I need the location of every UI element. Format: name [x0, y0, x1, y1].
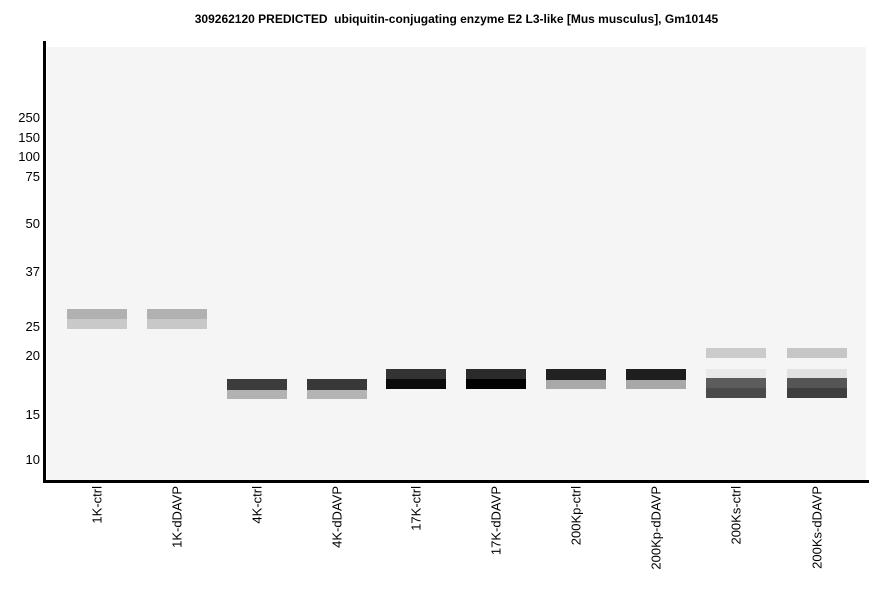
y-tick-label: 75	[25, 169, 40, 184]
band	[626, 380, 686, 389]
band	[787, 369, 847, 378]
band	[67, 319, 127, 329]
band	[307, 379, 367, 390]
x-axis-line	[43, 480, 869, 483]
y-axis-line	[43, 41, 46, 483]
y-tick-label: 25	[25, 319, 40, 334]
y-tick-label: 20	[25, 348, 40, 363]
x-axis-label: 17K-dDAVP	[488, 486, 504, 556]
x-axis-label: 17K-ctrl	[408, 486, 424, 531]
band	[147, 319, 207, 329]
x-axis-label: 4K-dDAVP	[329, 486, 345, 548]
x-axis-label: 1K-ctrl	[89, 486, 105, 524]
band	[147, 309, 207, 319]
band	[227, 379, 287, 390]
band	[546, 369, 606, 380]
band	[787, 348, 847, 358]
band	[466, 369, 526, 379]
band	[706, 369, 766, 378]
band	[67, 309, 127, 319]
band	[706, 388, 766, 398]
x-axis-label: 200Ks-ctrl	[728, 486, 744, 545]
y-tick-label: 37	[25, 264, 40, 279]
band	[787, 378, 847, 388]
x-axis-label: 1K-dDAVP	[169, 486, 185, 548]
x-axis-label: 4K-ctrl	[249, 486, 265, 524]
y-tick-label: 50	[25, 216, 40, 231]
band	[466, 379, 526, 389]
band	[227, 390, 287, 399]
band	[626, 369, 686, 380]
band	[307, 390, 367, 399]
x-axis-label: 200Kp-ctrl	[568, 486, 584, 546]
chart-title: 309262120 PREDICTED ubiquitin-conjugatin…	[194, 12, 719, 26]
y-tick-label: 15	[25, 407, 40, 422]
x-axis-label: 200Kp-dDAVP	[648, 486, 664, 570]
plot-panel	[47, 47, 866, 480]
band	[706, 348, 766, 358]
band	[787, 388, 847, 398]
y-tick-label: 100	[18, 149, 40, 164]
band	[386, 369, 446, 379]
y-tick-label: 150	[18, 130, 40, 145]
band	[546, 380, 606, 389]
y-tick-label: 10	[25, 452, 40, 467]
y-tick-label: 250	[18, 110, 40, 125]
band	[706, 378, 766, 388]
band	[386, 379, 446, 389]
x-axis-label: 200Ks-dDAVP	[809, 486, 825, 569]
